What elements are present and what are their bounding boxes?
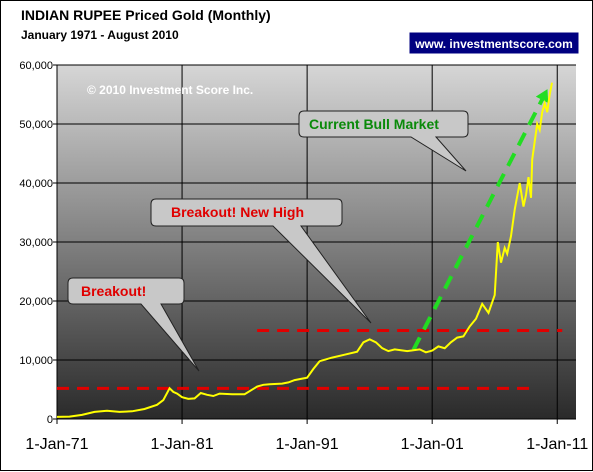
callout-breakout: Breakout! (67, 277, 200, 372)
chart-title: INDIAN RUPEE Priced Gold (Monthly) (21, 7, 271, 23)
x-tick-label: 1-Jan-81 (150, 436, 213, 453)
gold-price-line (56, 82, 553, 418)
chart-subtitle: January 1971 - August 2010 (21, 28, 179, 42)
y-axis: 0 10,000 20,000 30,000 40,000 50,000 60,000 (19, 60, 58, 426)
copyright-text: © 2010 Investment Score Inc. (87, 83, 253, 97)
y-tick-label: 0 (47, 414, 53, 426)
x-tick-label: 1-Jan-11 (526, 436, 588, 453)
callout-bull-market-bubble (298, 110, 469, 172)
y-tick-label: 60,000 (19, 60, 53, 72)
website-badge (408, 31, 580, 55)
callout-breakout-text: Breakout! (81, 283, 146, 299)
callout-bull-market: Current Bull Market (298, 110, 469, 172)
trend-arrow-head (535, 89, 549, 104)
x-tick-label: 1-Jan-01 (401, 436, 464, 453)
website-badge-text: www. investmentscore.com (414, 37, 573, 51)
y-tick-label: 20,000 (19, 296, 53, 308)
resistance-lines (57, 329, 563, 390)
y-tick-label: 10,000 (19, 355, 53, 367)
y-tick-label: 30,000 (19, 237, 53, 249)
callout-bull-market-text: Current Bull Market (309, 116, 439, 132)
callout-new-high-text: Breakout! New High (171, 204, 304, 220)
bull-market-trend-line (411, 93, 547, 351)
x-tick-label: 1-Jan-91 (276, 436, 339, 453)
x-axis: 1-Jan-71 1-Jan-81 1-Jan-91 1-Jan-01 1-Jan-11 (25, 418, 588, 453)
y-tick-label: 40,000 (19, 178, 53, 190)
x-tick-label: 1-Jan-71 (25, 436, 88, 453)
y-tick-label: 50,000 (19, 119, 53, 131)
callout-breakout-bubble (67, 277, 200, 372)
callout-new-high: Breakout! New High (150, 198, 372, 324)
callout-new-high-bubble (150, 198, 372, 324)
